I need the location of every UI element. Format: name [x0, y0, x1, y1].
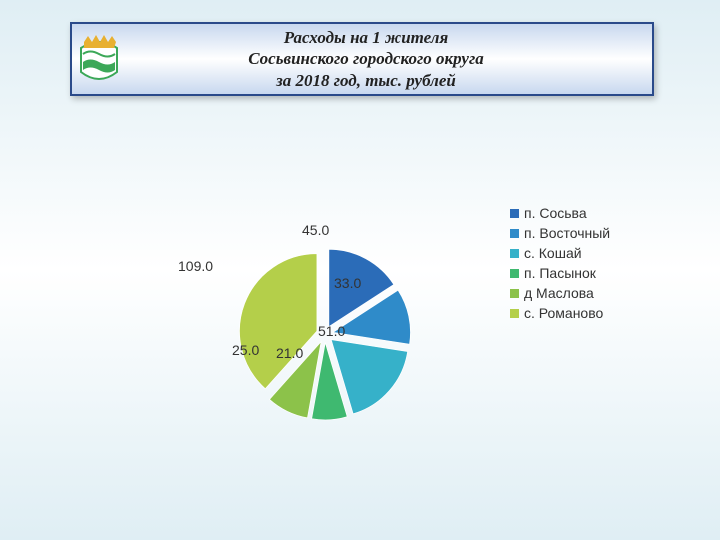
pie-chart	[0, 130, 720, 510]
legend-item: п. Сосьва	[510, 205, 610, 221]
legend-swatch	[510, 209, 519, 218]
page-title: Расходы на 1 жителя Сосьвинского городск…	[120, 27, 652, 91]
legend-label: п. Пасынок	[524, 265, 596, 281]
legend-label: п. Восточный	[524, 225, 610, 241]
pie-data-label: 109.0	[178, 258, 213, 274]
legend-swatch	[510, 249, 519, 258]
legend-swatch	[510, 229, 519, 238]
legend-label: с. Романово	[524, 305, 603, 321]
pie-data-label: 33.0	[334, 275, 361, 291]
title-line: Расходы на 1 жителя	[284, 28, 449, 47]
legend-swatch	[510, 289, 519, 298]
legend-item: д Маслова	[510, 285, 610, 301]
legend-label: д Маслова	[524, 285, 594, 301]
legend-item: с. Романово	[510, 305, 610, 321]
coat-of-arms-icon	[78, 34, 120, 84]
title-line: за 2018 год, тыс. рублей	[276, 71, 456, 90]
legend-label: с. Кошай	[524, 245, 582, 261]
legend-item: п. Пасынок	[510, 265, 610, 281]
legend: п. Сосьва п. Восточный с. Кошай п. Пасынок д…	[510, 205, 610, 325]
pie-data-label: 45.0	[302, 222, 329, 238]
pie-data-label: 51.0	[318, 323, 345, 339]
legend-label: п. Сосьва	[524, 205, 587, 221]
chart-area	[0, 130, 720, 510]
legend-swatch	[510, 309, 519, 318]
pie-data-label: 21.0	[276, 345, 303, 361]
legend-swatch	[510, 269, 519, 278]
title-banner: Расходы на 1 жителя Сосьвинского городск…	[70, 22, 654, 96]
legend-item: п. Восточный	[510, 225, 610, 241]
pie-data-label: 25.0	[232, 342, 259, 358]
legend-item: с. Кошай	[510, 245, 610, 261]
title-line: Сосьвинского городского округа	[248, 49, 484, 68]
